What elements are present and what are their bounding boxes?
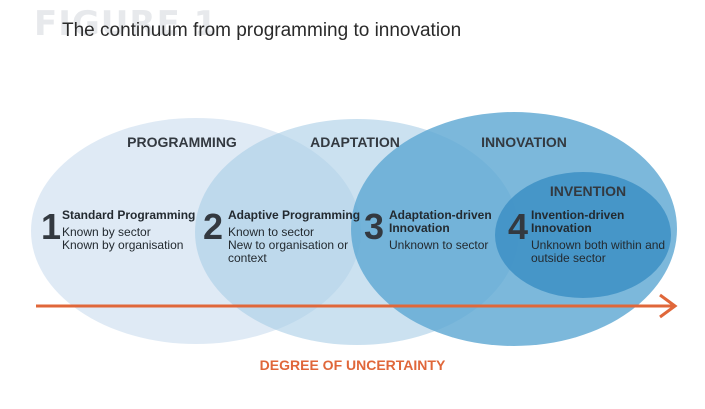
figure-watermark: FIGURE 1 (34, 4, 219, 44)
stage-4-description: Unknown both within and outside sector (531, 238, 668, 265)
stage-2-title: Adaptive Programming (228, 208, 360, 222)
stage-1-description: Known by sector Known by organisation (62, 225, 183, 252)
stage-3-title: Adaptation-driven Innovation (389, 208, 495, 235)
circle-label-adaptation: ADAPTATION (310, 134, 400, 150)
stage-3-description: Unknown to sector (389, 238, 488, 252)
stage-1-title: Standard Programming (62, 208, 195, 222)
figure-title: The continuum from programming to innova… (62, 20, 462, 41)
circle-invention (495, 172, 671, 298)
stage-4-title: Invention-driven Innovation (531, 208, 628, 235)
stage-4-number: 4 (508, 206, 528, 247)
circle-label-invention: INVENTION (550, 183, 626, 199)
stage-2-description: Known to sector New to organisation or c… (228, 225, 351, 265)
axis-label: DEGREE OF UNCERTAINTY (259, 357, 446, 373)
stage-1-number: 1 (41, 206, 61, 247)
stage-3-number: 3 (364, 206, 384, 247)
circle-label-innovation: INNOVATION (481, 134, 567, 150)
circle-label-programming: PROGRAMMING (127, 134, 237, 150)
uncertainty-arrow (36, 293, 678, 319)
stage-2-number: 2 (203, 206, 223, 247)
